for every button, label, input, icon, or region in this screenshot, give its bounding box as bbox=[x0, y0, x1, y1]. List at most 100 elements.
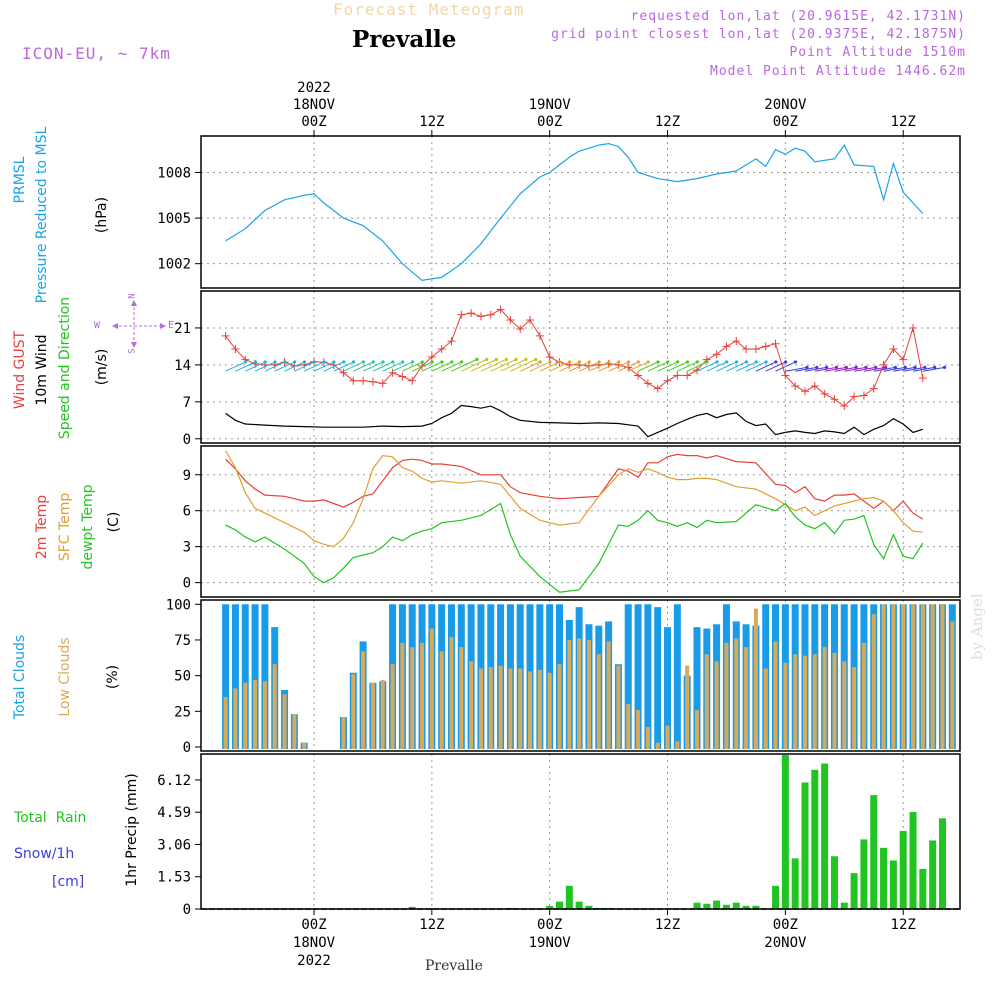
model-label: ICON-EU, ~ 7km bbox=[22, 44, 171, 63]
low-cloud-bar bbox=[636, 709, 641, 750]
wind-arrow-head bbox=[504, 357, 508, 361]
location-title: Prevalle bbox=[352, 26, 457, 53]
low-cloud-bar bbox=[606, 641, 611, 750]
forecast-meteogram-title: Forecast Meteogram bbox=[333, 0, 525, 19]
precip-bar bbox=[408, 906, 416, 909]
gust-marker bbox=[653, 384, 662, 393]
wind-arrow-head bbox=[485, 357, 489, 361]
low-cloud-bar bbox=[449, 637, 454, 750]
y-tick-label: 50 bbox=[174, 669, 191, 685]
model-point-altitude: Model Point Altitude 1446.62m bbox=[710, 64, 966, 79]
wind-arrow-head bbox=[874, 365, 878, 370]
gust-marker bbox=[909, 323, 918, 332]
y-tick-label: 7 bbox=[183, 395, 191, 411]
wind-arrow-head bbox=[312, 360, 316, 364]
low-cloud-bar bbox=[557, 664, 562, 750]
wind-direction-arrow bbox=[922, 366, 945, 372]
low-cloud-bar bbox=[469, 661, 474, 750]
low-cloud-bar bbox=[302, 742, 307, 750]
gust-marker bbox=[810, 382, 819, 390]
gust-marker bbox=[467, 309, 476, 318]
low-cloud-bar bbox=[547, 672, 552, 750]
precip-bar bbox=[840, 902, 848, 909]
wind-arrow-head bbox=[646, 360, 650, 364]
y-tick-label: 4.59 bbox=[157, 805, 191, 821]
gust-marker bbox=[408, 376, 417, 385]
wind-arrow-head bbox=[263, 360, 267, 364]
precip-bar bbox=[919, 868, 927, 909]
gust-marker bbox=[535, 331, 544, 340]
wind-direction-arrow bbox=[667, 361, 688, 372]
wind-direction-arrow bbox=[559, 361, 580, 372]
panel-3 bbox=[195, 445, 961, 598]
wind-direction-arrow bbox=[736, 361, 757, 372]
wind-arrow-head bbox=[524, 357, 528, 361]
wind-speed-line bbox=[225, 404, 923, 438]
panel-frame bbox=[200, 290, 961, 444]
precip-bar bbox=[575, 901, 583, 909]
gust-marker bbox=[830, 395, 839, 404]
wind-arrow-head bbox=[381, 360, 385, 364]
y-tick-label: 0 bbox=[183, 740, 191, 756]
low-cloud-bar bbox=[410, 647, 415, 750]
wind-direction-arrow bbox=[804, 366, 827, 372]
wind-direction-arrow bbox=[313, 361, 335, 372]
low-cloud-bar bbox=[341, 717, 346, 750]
low-cloud-bar bbox=[528, 671, 533, 750]
wind-arrow-head bbox=[942, 365, 947, 370]
low-cloud-bar bbox=[577, 638, 582, 750]
gust-marker bbox=[840, 402, 849, 411]
top-hour-label: 12Z bbox=[891, 114, 916, 130]
wind-direction-arrow bbox=[854, 366, 876, 372]
wind-direction-arrow bbox=[726, 361, 747, 372]
low-cloud-bar bbox=[645, 727, 650, 750]
y-tick-label: 100 bbox=[166, 597, 191, 613]
gust-line bbox=[225, 308, 924, 407]
gust-marker bbox=[437, 345, 446, 354]
low-cloud-bar bbox=[586, 639, 591, 750]
precip-bar bbox=[909, 811, 917, 909]
wind-arrow-head bbox=[834, 365, 839, 370]
y-tick-label: 1002 bbox=[157, 257, 191, 273]
panel-2 bbox=[195, 290, 961, 444]
precip-bar bbox=[546, 905, 554, 909]
wind-direction-arrow bbox=[795, 366, 817, 372]
gust-marker bbox=[398, 372, 407, 381]
wind-direction-arrow bbox=[686, 361, 708, 372]
precip-bar bbox=[791, 858, 799, 909]
wind-arrow-head bbox=[754, 360, 758, 364]
low-cloud-bar bbox=[233, 688, 238, 750]
total-cloud-bar bbox=[261, 604, 269, 750]
total-cloud-bar bbox=[634, 604, 642, 750]
low-cloud-bar bbox=[616, 665, 621, 750]
snow-label: Snow/1h bbox=[14, 846, 75, 862]
wind-direction-arrow bbox=[647, 361, 669, 372]
wind-direction-arrow bbox=[657, 361, 678, 372]
wind-arrow-head bbox=[534, 357, 538, 361]
precip-bar bbox=[880, 847, 888, 909]
gust-marker bbox=[506, 316, 515, 325]
wind-direction-arrow bbox=[490, 358, 517, 372]
low-cloud-bar bbox=[822, 647, 827, 750]
precip-bar bbox=[703, 903, 711, 909]
low-cloud-bar bbox=[262, 681, 267, 750]
wind-arrow-head bbox=[933, 365, 937, 370]
wind-arrow-head bbox=[371, 360, 375, 364]
precip-bar bbox=[899, 830, 907, 909]
low-cloud-bar bbox=[370, 682, 375, 750]
wind-direction-arrow bbox=[274, 361, 295, 372]
wind-direction-arrow bbox=[696, 361, 718, 372]
gust-marker bbox=[349, 376, 358, 385]
wind-arrow-head bbox=[587, 360, 591, 364]
top-day-label: 19NOV bbox=[529, 97, 572, 113]
wind-arrow-head bbox=[351, 360, 356, 364]
wind-direction-arrow bbox=[912, 366, 935, 372]
dewpt-line bbox=[225, 502, 924, 593]
cm-unit-label: [cm] bbox=[52, 874, 85, 890]
low-cloud-bar bbox=[842, 661, 847, 750]
low-cloud-bar bbox=[626, 704, 631, 750]
low-cloud-bar bbox=[940, 604, 945, 750]
gust-marker bbox=[643, 379, 652, 388]
wind-direction-arrow bbox=[461, 358, 487, 372]
y-tick-label: 3.06 bbox=[157, 837, 191, 853]
